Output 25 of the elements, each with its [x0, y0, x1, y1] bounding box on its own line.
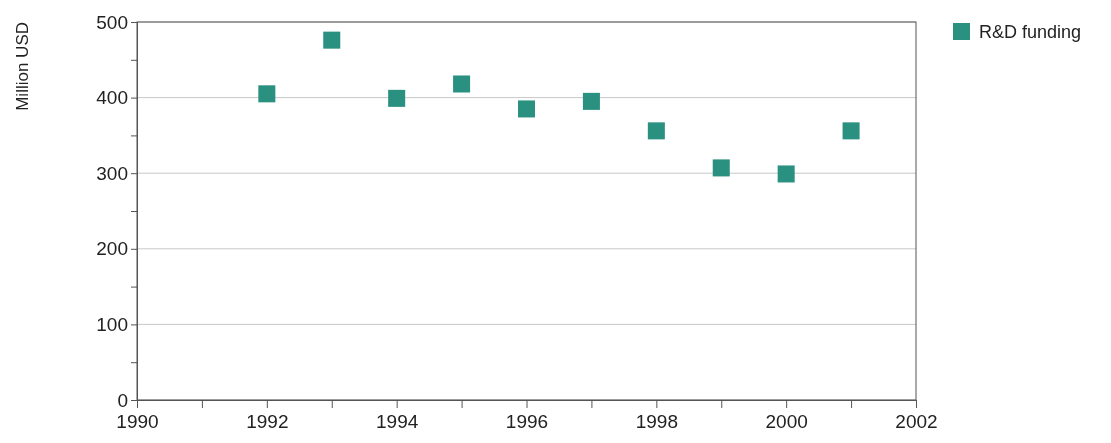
x-tick-label: 1994: [376, 411, 419, 433]
y-tick-label: 400: [96, 87, 128, 109]
point: [712, 159, 730, 177]
point: [453, 75, 471, 93]
x-tick-label: 2000: [765, 411, 808, 433]
legend-label: R&D funding: [979, 22, 1082, 42]
y-tick-label: 300: [96, 162, 128, 184]
point: [777, 165, 795, 183]
y-axis-title: Million USD: [13, 22, 32, 111]
x-tick-label: 1992: [246, 411, 289, 433]
x-tick-label: 2002: [895, 411, 938, 433]
point: [842, 122, 860, 140]
y-tick-label: 0: [117, 389, 128, 411]
point: [582, 92, 600, 110]
point: [388, 89, 406, 107]
y-tick-label: 500: [96, 11, 128, 33]
y-tick-label: 200: [96, 238, 128, 260]
point: [647, 122, 665, 140]
x-tick-label: 1996: [505, 411, 549, 433]
point: [517, 100, 536, 118]
point: [323, 31, 341, 49]
point: [258, 85, 276, 103]
x-tick-label: 1990: [116, 411, 159, 433]
y-tick-label: 100: [96, 313, 128, 335]
x-tick-label: 1998: [635, 411, 678, 433]
